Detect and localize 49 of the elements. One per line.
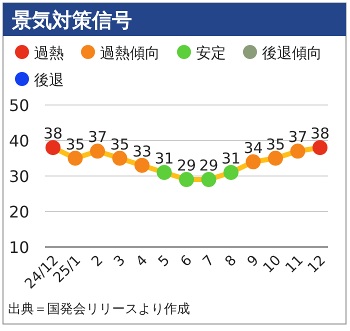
- x-tick-label: 2: [88, 252, 106, 270]
- source-note: 出典＝国発会リリースより作成: [8, 302, 190, 317]
- point: [312, 140, 328, 156]
- x-tick-label: 5: [155, 252, 174, 270]
- y-tick-label: 20: [9, 202, 30, 222]
- x-tick-label: 10: [260, 252, 284, 276]
- x-tick-label: 8: [222, 252, 240, 270]
- data-label: 37: [88, 128, 108, 146]
- x-tick-label: 4: [133, 252, 151, 270]
- point: [224, 164, 238, 180]
- legend-label: 安定: [196, 44, 226, 62]
- x-tick-label: 9: [244, 252, 262, 270]
- data-label: 29: [176, 156, 196, 175]
- point: [46, 140, 60, 156]
- data-label: 31: [154, 149, 174, 168]
- x-tick-label: 6: [178, 252, 196, 270]
- point: [179, 172, 194, 188]
- point: [112, 150, 128, 166]
- y-tick-label: 30: [9, 167, 30, 186]
- x-tick-label: 11: [282, 252, 307, 276]
- y-tick-label: 50: [9, 96, 30, 115]
- data-label: 38: [43, 124, 63, 143]
- data-label: 35: [266, 135, 286, 154]
- legend-label: 後退傾向: [262, 44, 322, 62]
- x-tick-label: 3: [110, 252, 129, 270]
- data-label: 33: [132, 142, 152, 160]
- chart-title: 景気対策信号: [11, 8, 132, 32]
- data-label: 37: [288, 128, 308, 146]
- data-label: 34: [244, 138, 263, 157]
- data-label: 35: [110, 135, 130, 154]
- x-tick-label: 7: [200, 252, 218, 270]
- point: [290, 144, 306, 159]
- point: [201, 172, 216, 188]
- y-tick-label: 10: [9, 238, 30, 257]
- point: [90, 144, 105, 159]
- point: [134, 158, 150, 173]
- legend-label: 過熱: [34, 44, 64, 62]
- x-tick-label: 12: [304, 252, 329, 276]
- point: [156, 164, 172, 180]
- data-label: 35: [66, 135, 85, 154]
- data-label: 38: [310, 124, 330, 143]
- data-label: 29: [199, 156, 218, 175]
- legend-label: 過熱傾向: [100, 44, 160, 62]
- point: [246, 154, 261, 170]
- y-tick-label: 40: [9, 132, 30, 150]
- point: [268, 150, 283, 166]
- legend-label: 後退: [34, 71, 64, 89]
- point: [68, 150, 83, 166]
- data-label: 31: [221, 149, 241, 168]
